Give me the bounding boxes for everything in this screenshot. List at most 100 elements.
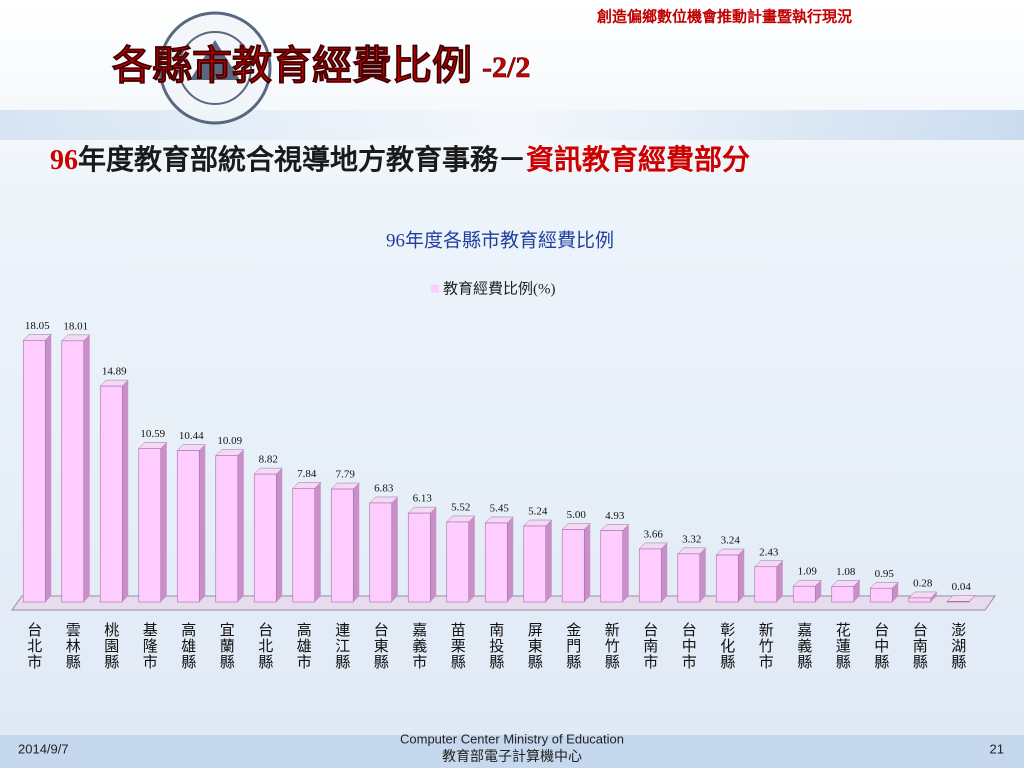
bar-side (545, 520, 552, 602)
x-tick-label: 桃園縣 (102, 622, 120, 670)
data-label: 18.05 (25, 320, 50, 332)
data-label: 6.83 (374, 482, 394, 494)
bar-side (853, 580, 860, 602)
logo (158, 11, 272, 125)
bar (908, 597, 932, 603)
data-label: 10.09 (217, 435, 242, 447)
bar (407, 512, 431, 603)
bar (99, 385, 123, 603)
bar-side (622, 524, 629, 602)
subtitle: 96年度教育部統合視導地方教育事務－資訊教育經費部分 (50, 143, 750, 176)
x-tick-label: 台中縣 (872, 622, 890, 670)
bar (292, 488, 316, 603)
bar (176, 450, 200, 603)
header-band (0, 110, 1024, 140)
bar (215, 455, 239, 603)
x-tick-label: 台中市 (680, 622, 698, 670)
bar (369, 502, 393, 603)
x-tick-label: 連江縣 (333, 622, 351, 670)
data-label: 5.00 (567, 509, 587, 521)
slide-title: 各縣市教育經費比例 -2/2 (112, 43, 530, 88)
bar (715, 554, 739, 603)
data-label: 0.04 (952, 581, 972, 593)
data-label: 2.43 (759, 546, 779, 558)
bar-side (930, 591, 937, 602)
x-tick-label: 彰化縣 (718, 621, 736, 670)
data-label: 0.28 (913, 577, 933, 589)
bar (61, 340, 85, 603)
bar-side (353, 483, 360, 602)
data-label: 3.32 (682, 533, 701, 545)
x-tick-label: 台南市 (641, 622, 659, 670)
caption: 創造偏鄉數位機會推動計畫暨執行現況 (596, 7, 852, 25)
data-label: 14.89 (102, 366, 127, 378)
x-tick-label: 新竹縣 (603, 622, 621, 670)
bar (446, 521, 470, 603)
bar-side (815, 580, 822, 602)
bar-side (276, 468, 283, 602)
x-tick-label: 嘉義市 (410, 622, 428, 670)
page-number: 21 (990, 741, 1004, 756)
x-tick-label: 南投縣 (487, 622, 505, 670)
data-label: 10.59 (140, 428, 165, 440)
x-tick-label: 嘉義縣 (795, 622, 813, 670)
bar (946, 601, 970, 603)
bar (869, 587, 893, 603)
data-label: 1.08 (836, 566, 856, 578)
bar (330, 488, 354, 603)
legend-swatch (431, 285, 439, 293)
legend-label: 教育經費比例(%) (443, 280, 556, 297)
bar-side (199, 444, 206, 602)
data-label: 18.01 (63, 320, 88, 332)
bar-side (776, 560, 783, 602)
x-tick-label: 新竹市 (757, 622, 775, 670)
bar (523, 525, 547, 603)
data-label: 3.24 (721, 535, 741, 547)
bar (22, 339, 46, 603)
bar (792, 585, 816, 603)
x-tick-label: 台北縣 (256, 622, 274, 670)
bar-side (738, 549, 745, 602)
data-label: 8.82 (259, 454, 278, 466)
data-label: 3.66 (644, 528, 664, 540)
data-label: 7.84 (297, 468, 317, 480)
bar-side (430, 507, 437, 602)
bar-side (699, 547, 706, 602)
bar (561, 529, 585, 603)
bar (138, 448, 162, 603)
x-tick-label: 宜蘭縣 (218, 622, 236, 670)
bar-side (160, 442, 167, 602)
bar (484, 522, 508, 603)
bar-side (584, 523, 591, 602)
bar (677, 553, 701, 603)
x-tick-label: 台南縣 (911, 622, 929, 670)
x-tick-label: 屏東縣 (526, 622, 544, 670)
data-label: 6.13 (413, 493, 433, 505)
data-label: 7.79 (336, 469, 356, 481)
bar-side (237, 449, 244, 602)
bar-side (45, 334, 52, 602)
bar-side (892, 582, 899, 602)
data-label: 5.45 (490, 503, 510, 515)
bar (831, 586, 855, 603)
bar (638, 548, 662, 603)
bar (754, 566, 778, 603)
bar-side (391, 496, 398, 602)
bar-side (122, 380, 129, 602)
footer-date: 2014/9/7 (18, 741, 69, 756)
data-label: 5.24 (528, 506, 548, 518)
footer-org-zh: 教育部電子計算機中心 (442, 749, 582, 765)
bar (253, 473, 277, 603)
x-tick-label: 基隆市 (141, 622, 159, 670)
x-tick-label: 金門縣 (564, 622, 582, 670)
x-tick-label: 澎湖縣 (949, 622, 967, 670)
bar-side (661, 542, 668, 602)
x-tick-label: 花蓮縣 (834, 622, 852, 670)
data-label: 0.95 (875, 568, 895, 580)
bar-side (507, 516, 514, 602)
data-label: 10.44 (179, 430, 204, 442)
x-tick-label: 台北市 (25, 622, 43, 670)
chart-title: 96年度各縣市教育經費比例 (386, 229, 614, 251)
x-tick-label: 台東縣 (372, 622, 390, 670)
